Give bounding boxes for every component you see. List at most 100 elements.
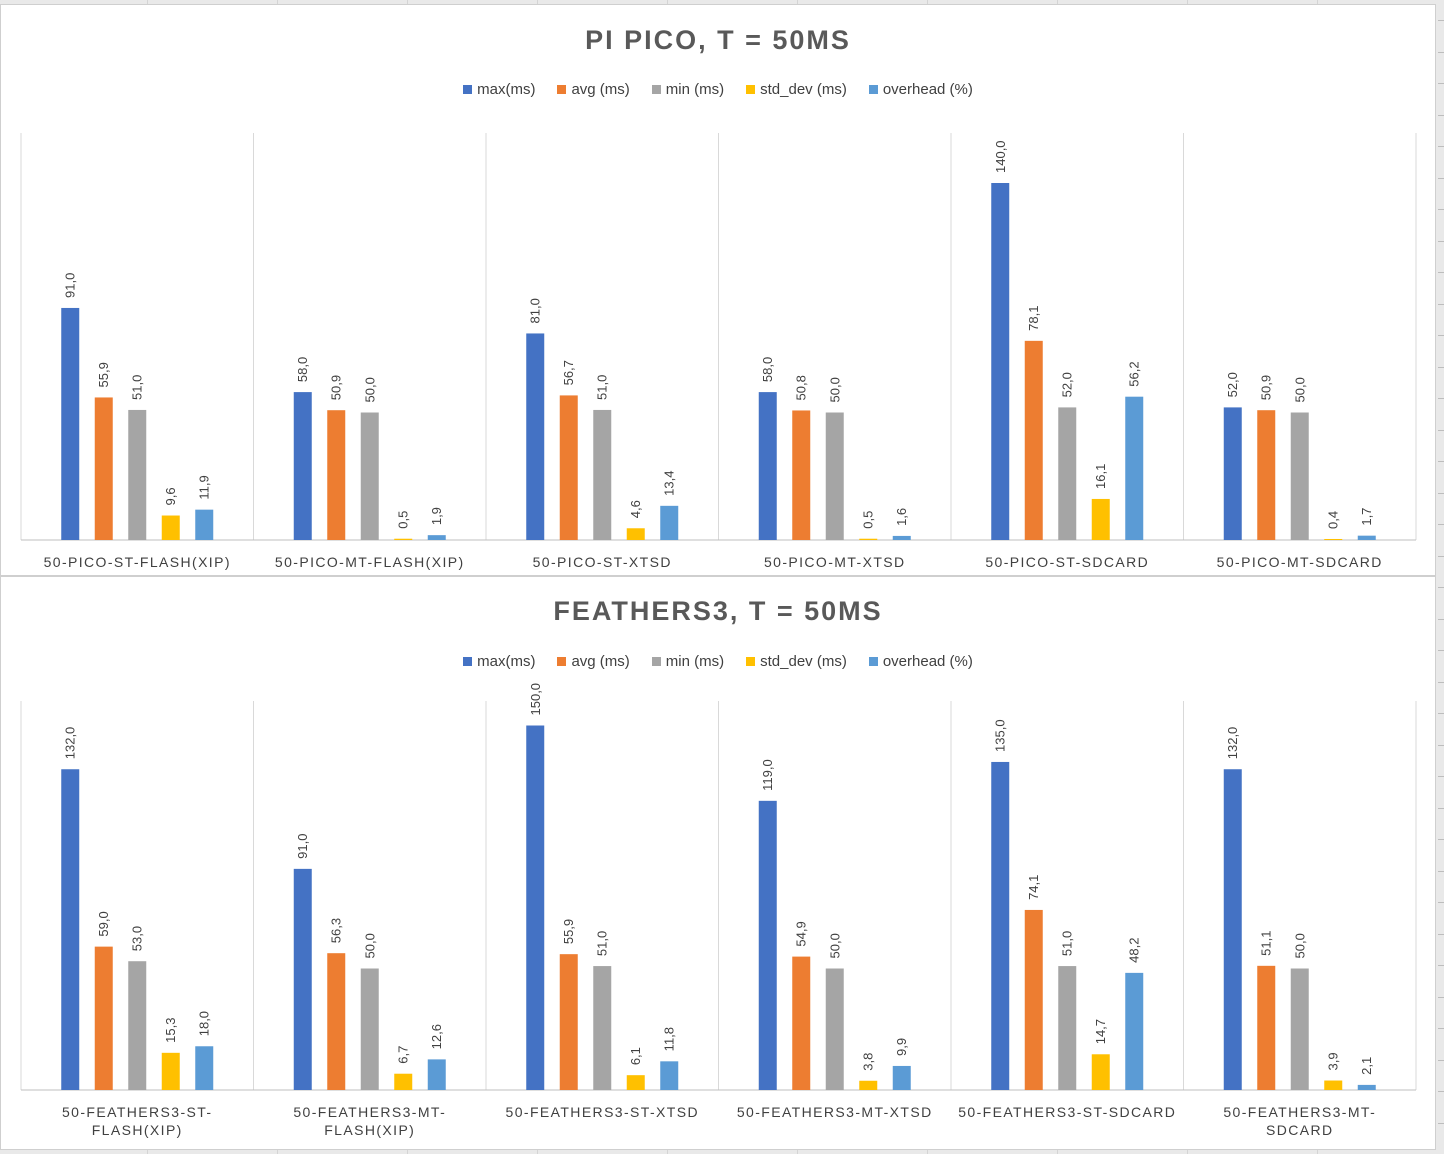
chart-pi-pico[interactable]: PI PICO, T = 50MS max(ms) avg (ms) min (…	[0, 4, 1436, 576]
data-label: 1,9	[429, 507, 444, 525]
bar-avg[interactable]	[792, 410, 811, 540]
bar-overhead[interactable]	[427, 535, 446, 540]
data-label: 6,1	[628, 1047, 643, 1065]
legend-swatch-std-dev	[746, 657, 756, 666]
bar-max[interactable]	[758, 392, 777, 540]
bar-std_dev[interactable]	[859, 1080, 878, 1090]
legend-swatch-min	[651, 85, 661, 94]
bar-max[interactable]	[61, 307, 80, 540]
bar-min[interactable]	[128, 409, 147, 540]
legend-label: std_dev (ms)	[760, 81, 847, 98]
category-label: 50-PICO-ST-SDCARD	[985, 554, 1149, 570]
bar-max[interactable]	[526, 333, 545, 540]
data-label: 50,0	[1292, 377, 1307, 402]
bar-overhead[interactable]	[660, 505, 679, 540]
data-label: 3,9	[1326, 1052, 1341, 1070]
bar-overhead[interactable]	[892, 1065, 911, 1090]
bar-max[interactable]	[1223, 407, 1242, 540]
bar-avg[interactable]	[94, 397, 113, 540]
category-label: 50-PICO-MT-FLASH(XIP)	[275, 554, 465, 570]
bar-std_dev[interactable]	[1091, 1054, 1110, 1090]
bar-min[interactable]	[360, 412, 379, 541]
sheet-row-line	[1438, 871, 1444, 872]
bar-min[interactable]	[1290, 968, 1309, 1091]
sheet-row-line	[1438, 304, 1444, 305]
bar-overhead[interactable]	[1125, 396, 1144, 540]
bar-avg[interactable]	[559, 954, 578, 1090]
bar-std_dev[interactable]	[1091, 498, 1110, 540]
data-label: 74,1	[1026, 875, 1041, 900]
bar-min[interactable]	[128, 961, 147, 1090]
bar-overhead[interactable]	[427, 1059, 446, 1090]
bar-overhead[interactable]	[892, 535, 911, 540]
bar-max[interactable]	[1223, 769, 1242, 1090]
bar-avg[interactable]	[1257, 965, 1276, 1090]
bar-min[interactable]	[825, 412, 844, 541]
bar-min[interactable]	[825, 968, 844, 1091]
bar-max[interactable]	[293, 392, 312, 540]
sheet-row-line	[1438, 461, 1444, 462]
bar-avg[interactable]	[1024, 340, 1043, 540]
chart-legend: max(ms) avg (ms) min (ms) std_dev (ms) o…	[1, 81, 1435, 98]
bar-std_dev[interactable]	[626, 528, 645, 540]
legend-swatch-min	[651, 657, 661, 666]
legend-label: max(ms)	[477, 81, 536, 98]
sheet-row-line	[1438, 1091, 1444, 1092]
data-label: 1,7	[1359, 508, 1374, 526]
bar-min[interactable]	[360, 968, 379, 1091]
bar-avg[interactable]	[327, 410, 346, 540]
sheet-row-line	[1438, 493, 1444, 494]
bar-max[interactable]	[61, 769, 80, 1090]
category-label: 50-PICO-MT-XTSD	[764, 554, 906, 570]
data-label: 55,9	[561, 919, 576, 944]
data-label: 50,0	[362, 933, 377, 958]
data-label: 52,0	[1225, 372, 1240, 397]
bar-max[interactable]	[991, 183, 1010, 540]
bar-avg[interactable]	[94, 946, 113, 1090]
sheet-row-line	[1438, 619, 1444, 620]
bar-std_dev[interactable]	[161, 1052, 180, 1090]
plot-area: 91,0 55,9 51,0 9,6 11,9 50-PICO-ST-FLASH(XIP)…	[20, 133, 1417, 570]
chart-feathers3[interactable]: FEATHERS3, T = 50MS max(ms) avg (ms) min…	[0, 576, 1436, 1150]
bar-std_dev[interactable]	[859, 538, 878, 540]
bar-std_dev[interactable]	[626, 1075, 645, 1090]
bar-overhead[interactable]	[1357, 535, 1376, 540]
bar-overhead[interactable]	[1357, 1084, 1376, 1090]
bar-std_dev[interactable]	[394, 538, 413, 540]
bar-min[interactable]	[593, 409, 612, 540]
bar-avg[interactable]	[792, 956, 811, 1090]
bar-max[interactable]	[526, 725, 545, 1091]
bar-avg[interactable]	[1257, 410, 1276, 540]
data-label: 0,5	[861, 511, 876, 529]
bar-max[interactable]	[293, 868, 312, 1090]
bar-overhead[interactable]	[660, 1061, 679, 1090]
bar-overhead[interactable]	[195, 509, 214, 540]
bar-max[interactable]	[758, 800, 777, 1090]
bar-avg[interactable]	[327, 953, 346, 1090]
data-label: 9,9	[894, 1038, 909, 1056]
bar-avg[interactable]	[1024, 909, 1043, 1090]
data-label: 11,8	[662, 1027, 677, 1051]
bar-overhead[interactable]	[195, 1046, 214, 1090]
data-label: 9,6	[163, 487, 178, 505]
sheet-row-line	[1438, 965, 1444, 966]
sheet-row-line	[1438, 808, 1444, 809]
data-label: 150,0	[528, 683, 543, 716]
bar-std_dev[interactable]	[1324, 1080, 1343, 1090]
data-label: 132,0	[63, 727, 78, 760]
legend-item-max: max(ms)	[463, 653, 535, 670]
bar-max[interactable]	[991, 761, 1010, 1090]
bar-overhead[interactable]	[1125, 972, 1144, 1090]
bar-std_dev[interactable]	[394, 1073, 413, 1090]
sheet-row-line	[1438, 272, 1444, 273]
bar-min[interactable]	[1058, 407, 1077, 540]
bar-min[interactable]	[593, 966, 612, 1090]
sheet-row-line	[1438, 146, 1444, 147]
bar-min[interactable]	[1290, 412, 1309, 541]
data-label: 53,0	[130, 926, 145, 951]
bar-std_dev[interactable]	[1324, 538, 1343, 540]
bar-min[interactable]	[1058, 966, 1077, 1090]
data-label: 91,0	[63, 273, 78, 298]
bar-avg[interactable]	[559, 395, 578, 540]
bar-std_dev[interactable]	[161, 515, 180, 540]
